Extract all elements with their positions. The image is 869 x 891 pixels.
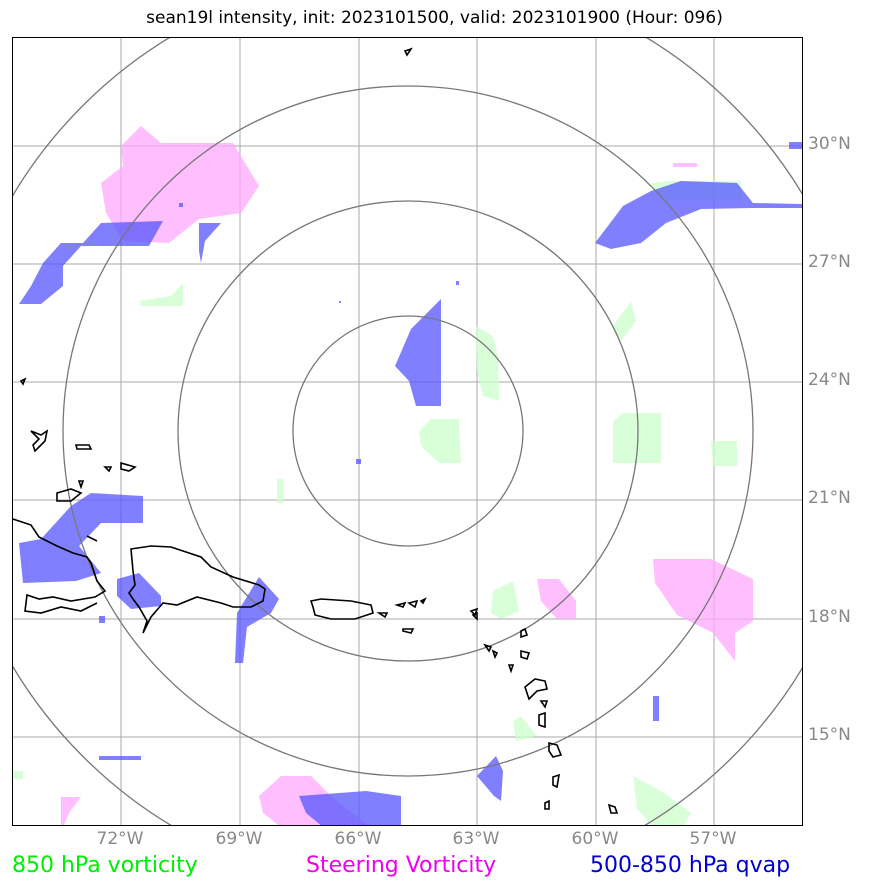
lat-label-27n: 27°N — [808, 252, 851, 272]
lon-label-57w: 57°W — [689, 829, 737, 849]
range-ring-2 — [177, 200, 639, 662]
legend-steering-vorticity: Steering Vorticity — [306, 853, 497, 878]
graticule — [13, 38, 802, 825]
lat-label-30n: 30°N — [808, 134, 851, 154]
lat-label-15n: 15°N — [808, 725, 851, 745]
legend-qvap: 500-850 hPa qvap — [590, 853, 791, 878]
range-rings — [13, 38, 802, 825]
map-canvas — [13, 38, 802, 825]
qvap-field — [19, 142, 802, 825]
lon-label-63w: 63°W — [452, 829, 500, 849]
coastlines — [13, 47, 619, 814]
lon-label-60w: 60°W — [571, 829, 619, 849]
range-ring-3 — [62, 85, 754, 777]
lon-label-72w: 72°W — [96, 829, 144, 849]
lon-label-69w: 69°W — [215, 829, 263, 849]
map-panel — [12, 37, 803, 826]
lat-label-24n: 24°N — [808, 370, 851, 390]
legend-850hpa-vorticity: 850 hPa vorticity — [12, 853, 198, 878]
map-title: sean19l intensity, init: 2023101500, val… — [146, 8, 723, 28]
lat-label-21n: 21°N — [808, 488, 851, 508]
lon-label-66w: 66°W — [334, 829, 382, 849]
lat-label-18n: 18°N — [808, 607, 851, 627]
range-ring-1 — [292, 315, 524, 547]
